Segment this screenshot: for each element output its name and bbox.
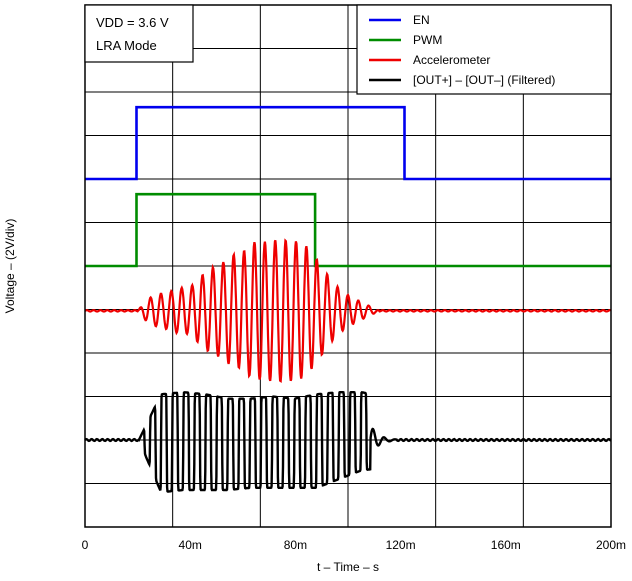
- series-line-output-filtered: [84, 390, 612, 493]
- legend-label: Accelerometer: [413, 53, 490, 67]
- x-tick-label: 160m: [491, 538, 521, 552]
- series-line-en: [85, 105, 611, 181]
- x-tick-label: 120m: [386, 538, 416, 552]
- x-tick-label: 200m: [596, 538, 626, 552]
- legend: EN PWM Accelerometer [OUT+] – [OUT–] (Filte…: [356, 4, 612, 95]
- legend-label: EN: [413, 13, 430, 27]
- y-axis-label: Voltage – (2V/div): [3, 219, 17, 314]
- legend-label: [OUT+] – [OUT–] (Filtered): [413, 73, 555, 87]
- conditions-box-frame: [84, 4, 194, 63]
- series-line-pwm: [85, 192, 611, 268]
- condition-vdd: VDD = 3.6 V: [96, 15, 169, 30]
- x-tick-label: 80m: [284, 538, 307, 552]
- x-axis-label: t – Time – s: [317, 560, 379, 574]
- condition-mode: LRA Mode: [96, 38, 157, 53]
- series-line-accelerometer: [84, 238, 611, 383]
- x-tick-label: 40m: [179, 538, 202, 552]
- legend-label: PWM: [413, 33, 442, 47]
- conditions-box: VDD = 3.6 V LRA Mode: [84, 4, 194, 63]
- traces: [84, 105, 612, 493]
- x-tick-labels: 0 40m 80m 120m 160m 200m: [82, 538, 626, 552]
- x-tick-label: 0: [82, 538, 89, 552]
- plot-frame: [84, 4, 612, 528]
